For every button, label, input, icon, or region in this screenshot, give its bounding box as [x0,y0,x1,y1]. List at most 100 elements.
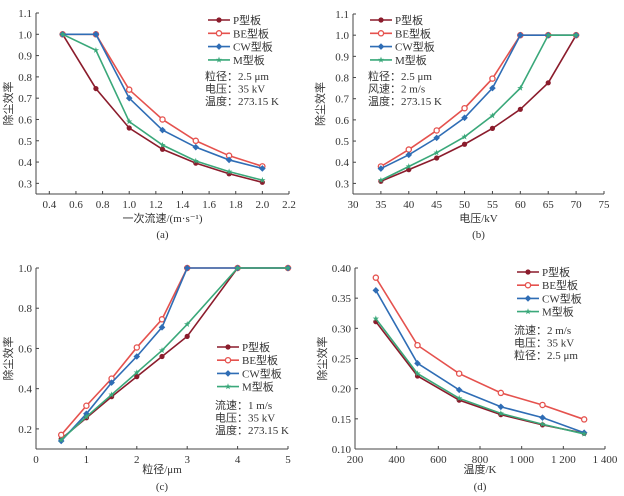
data-point [545,80,551,86]
data-point [455,386,463,394]
data-point [159,116,166,123]
data-point [517,106,523,112]
x-axis-label: 电压/kV [459,212,498,225]
y-tick-label: 0.3 [335,178,349,190]
legend-label: CW型板 [395,40,435,54]
chart-panel-b: 0.3 0.4 0.5 0.6 0.7 0.8 0.9 1.0 1.1 30 35 40 45 50 55 6… [313,9,610,241]
data-point [83,402,90,410]
chart-panel-d: 0.10 0.15 0.20 0.25 0.30 0.35 0.40 200 400 600 800… [315,263,618,493]
series-line [375,289,585,434]
series-cw [59,30,266,172]
data-point [539,414,546,421]
x-tick-label: 30 [348,199,360,211]
data-point [225,156,233,164]
x-tick-label: 200 [347,454,364,466]
panel-label: (a) [156,229,169,241]
data-point [125,86,133,93]
y-tick-label: 0.15 [332,414,352,426]
data-point [372,274,380,281]
data-point [497,403,505,411]
data-point [414,370,421,377]
legend-label: CW型板 [242,366,282,380]
annotation: 粒径：2.5 μm [514,348,578,362]
series-line [380,34,577,170]
panel-label: (d) [474,481,487,493]
y-tick-label: 0.8 [18,72,32,84]
x-tick-label: 50 [459,199,471,211]
legend-label: P型板 [233,13,261,27]
legend-label: M型板 [233,53,265,67]
data-point [159,146,166,152]
data-point [133,369,140,376]
data-point [234,264,241,271]
data-point [134,374,140,380]
y-tick-label: 0.10 [332,444,352,456]
x-tick-label: 5 [285,454,291,466]
x-tick-label: 1.6 [202,199,216,211]
x-tick-label: 1.2 [149,199,163,211]
series-m [59,30,266,183]
x-tick-label: 1.4 [176,199,190,211]
data-point [489,84,496,92]
data-point [158,347,166,354]
data-point [259,176,266,183]
data-point [497,389,505,397]
x-tick-label: 0.8 [96,199,110,211]
x-tick-label: 0 [33,454,39,466]
y-tick-label: 1.0 [18,263,32,275]
y-tick-label: 0.9 [18,51,32,63]
data-point [517,84,524,91]
data-point [133,344,141,351]
series-line [60,267,288,440]
x-tick-label: 65 [543,199,555,211]
data-point [224,356,232,364]
data-point [461,133,468,140]
x-axis-label: 粒径/μm [142,462,182,476]
data-point [539,420,546,427]
x-tick-label: 55 [487,199,499,211]
annotation: 风速：2 m/s [368,83,425,96]
data-point [192,137,200,145]
series-m [377,31,580,183]
legend-label: CW型板 [233,40,273,54]
y-tick-label: 0.9 [335,51,349,63]
series-line [380,34,577,181]
data-point [525,269,531,275]
data-point [433,134,440,142]
data-point [125,94,133,102]
x-tick-label: 2.2 [282,199,296,211]
data-point [581,430,588,437]
annotation: 温度：273.15 K [215,423,289,437]
y-tick-label: 0.5 [335,136,349,148]
data-point [284,264,292,271]
data-point [433,127,440,134]
y-tick-label: 0.20 [332,384,352,396]
x-tick-label: 35 [375,199,387,211]
y-tick-label: 0.2 [18,424,32,436]
legend-label: P型板 [542,265,570,279]
data-point [378,17,384,23]
data-point [92,30,100,38]
series-m [58,264,292,443]
data-point [159,126,166,134]
data-point [524,295,532,302]
data-point [224,383,232,390]
data-point [225,168,233,175]
y-axis-label: 除尘效率 [1,337,15,381]
data-point [377,43,385,50]
annotation: 电压：35 kV [205,83,265,96]
y-tick-label: 0.35 [332,293,352,305]
data-point [405,146,413,153]
y-tick-label: 0.4 [18,157,32,169]
data-point [108,391,115,398]
series-line [375,277,585,421]
data-point [405,151,413,159]
annotation: 粒径：2.5 μm [205,69,269,83]
data-point [414,360,421,367]
data-point [377,165,385,172]
x-tick-label: 0.6 [69,199,83,211]
data-point [497,410,504,417]
data-point [83,413,90,420]
annotation: 温度：273.15 K [368,94,442,108]
